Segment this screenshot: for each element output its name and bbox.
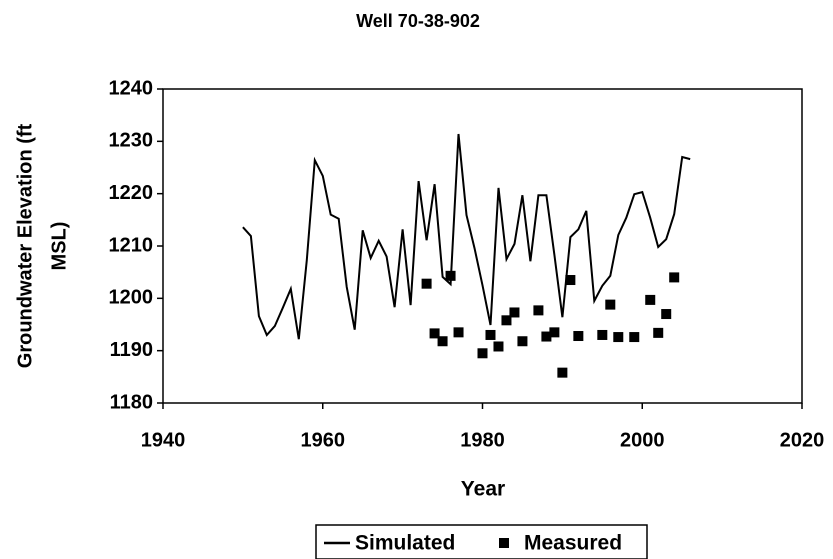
- data-point: [429, 328, 440, 339]
- data-point: [565, 275, 576, 286]
- legend-box: [315, 524, 648, 559]
- data-point: [421, 278, 432, 289]
- data-point: [669, 272, 680, 283]
- data-point: [549, 327, 560, 338]
- y-tick-label: 1190: [110, 339, 153, 361]
- data-point: [437, 336, 448, 347]
- data-point: [453, 327, 464, 338]
- x-tick-label: 1960: [301, 429, 346, 451]
- y-tick-label: 1210: [109, 234, 154, 256]
- data-point: [605, 299, 616, 310]
- y-tick-label: 1230: [109, 130, 154, 152]
- data-point: [517, 336, 528, 347]
- data-line: [242, 133, 691, 340]
- data-point: [629, 332, 640, 343]
- legend-label: Measured: [524, 532, 622, 555]
- data-point: [445, 270, 456, 281]
- y-tick-label: 1220: [109, 182, 154, 204]
- x-axis-label: Year: [461, 478, 505, 501]
- legend-swatch: [499, 538, 509, 548]
- legend-label: Simulated: [355, 532, 455, 555]
- data-point: [509, 307, 520, 318]
- data-point: [613, 332, 624, 343]
- data-point: [493, 341, 504, 352]
- y-tick-label: 1180: [110, 391, 153, 413]
- y-tick-label: 1200: [109, 287, 154, 309]
- data-point: [485, 329, 496, 340]
- x-tick-label: 2000: [620, 429, 665, 451]
- y-axis-label: Groundwater Elevation (ft MSL): [14, 123, 70, 368]
- data-point: [645, 294, 656, 305]
- data-point: [597, 329, 608, 340]
- data-point: [533, 305, 544, 316]
- y-axis-label-line: MSL): [48, 222, 70, 271]
- y-axis-label-line: Groundwater Elevation (ft: [14, 123, 36, 368]
- data-point: [541, 331, 552, 342]
- y-tick-label: 1240: [109, 77, 154, 99]
- x-tick-label: 1940: [141, 429, 186, 451]
- data-point: [501, 315, 512, 326]
- data-point: [661, 309, 672, 320]
- data-point: [477, 348, 488, 359]
- data-point: [557, 367, 568, 378]
- x-tick-label: 1980: [460, 429, 505, 451]
- chart-title: Well 70-38-902: [356, 11, 480, 31]
- data-point: [653, 327, 664, 338]
- data-point: [573, 331, 584, 342]
- x-tick-label: 2020: [780, 429, 825, 451]
